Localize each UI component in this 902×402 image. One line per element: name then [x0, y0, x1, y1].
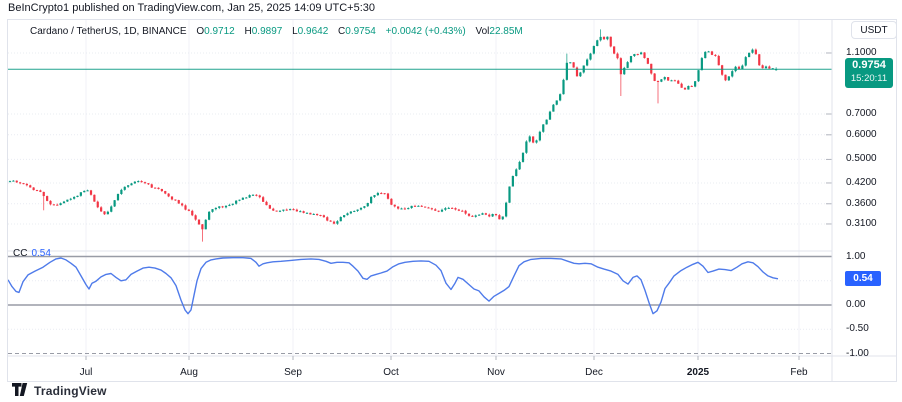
cc-indicator-value: 0.54 — [31, 248, 51, 259]
ohlc-low: L0.9642 — [292, 26, 329, 37]
time-axis-label-jul: Jul — [79, 367, 93, 378]
price-axis-label: 0.6000 — [846, 128, 877, 140]
time-axis-label-aug: Aug — [180, 367, 198, 378]
price-axis-label: 0.3600 — [846, 197, 877, 209]
cc-indicator-name: CC — [13, 248, 28, 259]
cc-line — [8, 256, 779, 315]
chart-widget: Cardano / TetherUS, 1D, BINANCE O0.9712 … — [7, 19, 897, 382]
price-axis-label: 0.4200 — [846, 176, 877, 188]
cc-axis-label: -1.00 — [846, 347, 869, 359]
time-axis-label-oct: Oct — [383, 367, 399, 378]
time-axis-label-dec: Dec — [585, 367, 603, 378]
bar-countdown: 15:20:11 — [850, 73, 888, 84]
cc-axis-label: 0.00 — [846, 299, 866, 310]
ohlc-high: H0.9897 — [244, 26, 283, 37]
symbol-title: Cardano / TetherUS, 1D, BINANCE — [30, 26, 187, 37]
price-axis-label: 0.7000 — [846, 108, 877, 119]
price-change: +0.0042 (+0.43%) — [385, 26, 466, 37]
price-axis-label: 0.5000 — [846, 153, 877, 165]
tradingview-logo-icon — [12, 383, 28, 396]
cc-axis-label: -0.50 — [846, 323, 869, 335]
last-price-badge: 0.9754 15:20:11 — [845, 58, 893, 88]
tradingview-logo-text: TradingView — [34, 383, 107, 398]
candles-layer — [8, 29, 778, 242]
ohlc-open: O0.9712 — [196, 26, 235, 37]
ohlc-close: C0.9754 — [338, 26, 376, 37]
cc-axis-label: 1.00 — [846, 250, 866, 262]
symbol-legend[interactable]: Cardano / TetherUS, 1D, BINANCE O0.9712 … — [30, 26, 523, 37]
time-axis-label-feb: Feb — [790, 367, 808, 378]
price-axis-label: 1.1000 — [846, 46, 877, 58]
time-axis-label-nov: Nov — [487, 367, 505, 378]
volume: Vol22.85M — [475, 26, 523, 37]
currency-toggle-button[interactable]: USDT — [851, 21, 897, 39]
price-chart-svg[interactable] — [8, 20, 896, 381]
time-axis-label-sep: Sep — [284, 367, 302, 378]
price-axis-label: 0.3100 — [846, 217, 877, 229]
last-price-value: 0.9754 — [852, 59, 886, 71]
cc-value-badge: 0.54 — [845, 271, 881, 286]
attribution-text: BeInCrypto1 published on TradingView.com… — [8, 2, 376, 14]
cc-indicator-legend[interactable]: CC 0.54 — [13, 248, 51, 259]
tradingview-logo[interactable]: TradingView — [12, 383, 107, 398]
time-axis-label-2025: 2025 — [686, 367, 710, 378]
